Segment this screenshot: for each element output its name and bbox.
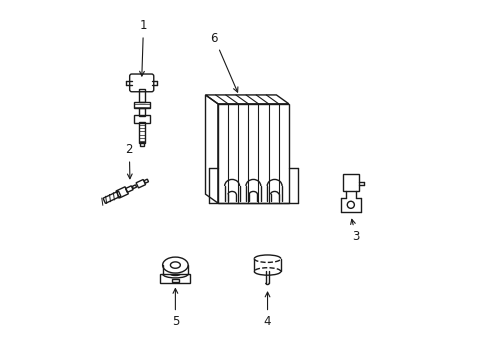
Bar bbox=[343, 174, 358, 191]
Bar bbox=[134, 102, 149, 108]
Bar bbox=[138, 122, 144, 143]
Text: 2: 2 bbox=[125, 143, 133, 179]
Text: 6: 6 bbox=[210, 32, 237, 92]
Text: 4: 4 bbox=[263, 292, 271, 328]
Bar bbox=[160, 274, 190, 283]
Bar bbox=[139, 142, 143, 146]
Text: 3: 3 bbox=[350, 219, 359, 243]
Bar bbox=[134, 116, 149, 123]
Bar bbox=[138, 108, 144, 116]
Text: 5: 5 bbox=[171, 289, 179, 328]
Bar bbox=[138, 89, 144, 102]
Text: 1: 1 bbox=[140, 19, 147, 76]
Bar bbox=[171, 279, 179, 282]
